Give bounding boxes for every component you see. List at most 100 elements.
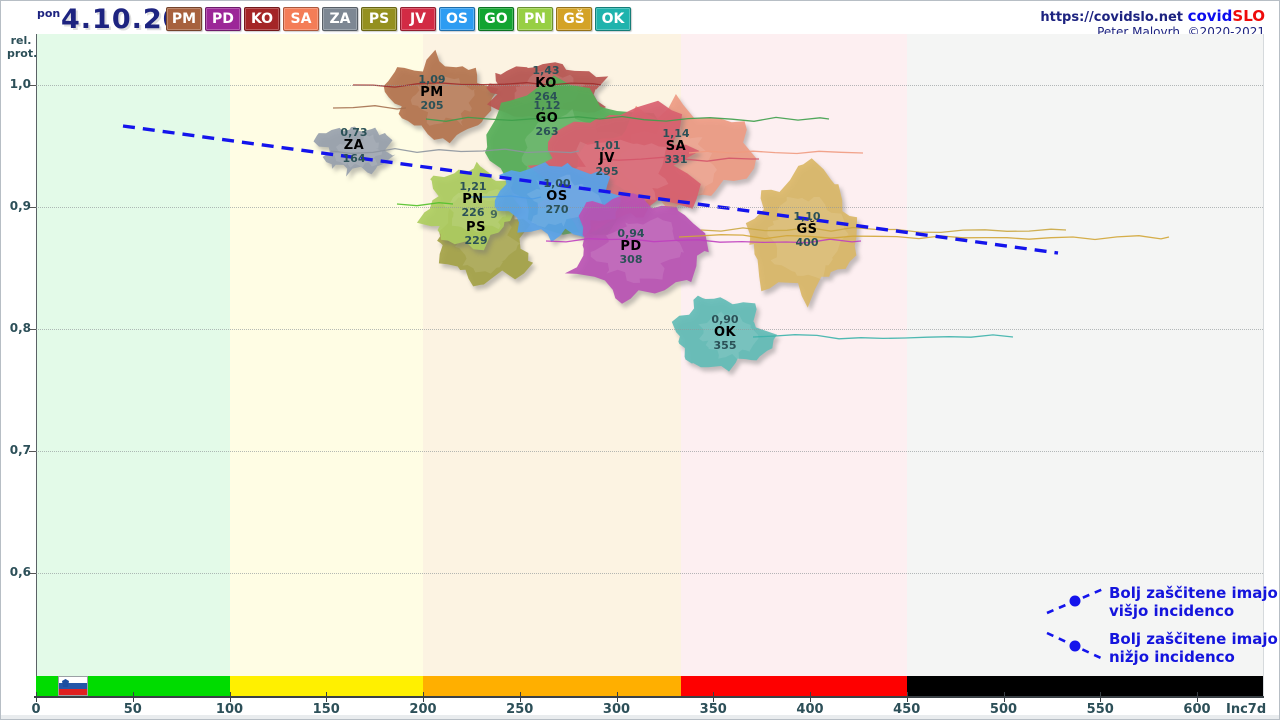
x-axis-title: Inc7d <box>1226 702 1267 717</box>
x-tick-label: 450 <box>893 702 921 717</box>
region-label-PN[interactable]: 1,21 PN 226 <box>438 180 508 219</box>
region-code: PD <box>620 239 642 254</box>
region-incidence: 226 <box>461 206 485 219</box>
region-label-GŠ[interactable]: 1,10 GŠ 400 <box>772 210 842 249</box>
x-tick-mark <box>1100 692 1102 702</box>
gridline-1,0 <box>36 85 1263 86</box>
x-tick-mark <box>229 692 231 702</box>
flag-coat-of-arms <box>62 679 69 687</box>
plot-right-edge <box>1263 34 1264 696</box>
history-trail-KO <box>352 82 602 88</box>
region-code: ZA <box>343 138 365 153</box>
bottom-strip <box>1 715 1279 719</box>
region-ratio-value: 1,00 <box>543 177 571 190</box>
region-code: KO <box>535 76 557 91</box>
region-chip-JV[interactable]: JV <box>400 7 436 31</box>
region-code: OS <box>546 189 568 204</box>
legend-line1: Bolj zaščitene imajo <box>1109 630 1278 648</box>
history-trail-ZA <box>330 147 580 155</box>
x-tick-mark <box>1197 692 1198 702</box>
region-shape-PM[interactable] <box>383 49 499 144</box>
history-trail-OS <box>469 195 542 200</box>
x-tick-label: 500 <box>989 702 1018 717</box>
region-shape-PD[interactable] <box>564 193 709 304</box>
region-incidence: 295 <box>595 165 619 178</box>
slovenia-flag-icon <box>58 676 88 696</box>
region-incidence: 400 <box>795 236 819 249</box>
region-label-PM[interactable]: 1,09 PM 205 <box>397 73 467 112</box>
y-axis-title-line: prot. <box>7 47 38 60</box>
history-trail-PN <box>396 202 454 207</box>
x-tick-label: 100 <box>215 702 244 717</box>
region-chip-PD[interactable]: PD <box>205 7 241 31</box>
y-axis-title-line: rel. <box>10 34 32 47</box>
x-tick-label: 300 <box>602 702 631 717</box>
x-tick-mark <box>132 692 134 702</box>
legend-line2: višjo incidenco <box>1109 602 1235 620</box>
y-tick-label: 1,0 <box>9 77 31 91</box>
x-tick-label: 250 <box>506 702 534 717</box>
region-chip-SA[interactable]: SA <box>283 7 319 31</box>
region-label-OS[interactable]: 1,00 OS 270 <box>522 177 592 216</box>
x-tick-label: 400 <box>796 702 824 717</box>
history-trail-PM <box>332 105 407 110</box>
region-code: PM <box>420 85 444 100</box>
site-url-line[interactable]: https://covidslo.net covidSLO <box>1040 7 1265 25</box>
history-trail-PD <box>545 238 862 244</box>
region-code: OK <box>713 325 737 340</box>
gridline-0,9 <box>36 207 1263 208</box>
region-chip-KO[interactable]: KO <box>244 7 280 31</box>
region-ratio-value: 1,21 <box>459 180 487 193</box>
region-ratio-value: 9 <box>490 208 498 221</box>
region-chip-GO[interactable]: GO <box>478 7 514 31</box>
flag-stripe-red <box>59 689 87 695</box>
region-chip-ZA[interactable]: ZA <box>322 7 358 31</box>
y-tick-mark <box>29 207 36 208</box>
x-tick-mark <box>519 692 521 702</box>
y-axis-title: rel. prot. <box>7 34 38 60</box>
region-chip-GŠ[interactable]: GŠ <box>556 7 592 31</box>
region-ratio-value: 0,94 <box>617 227 645 240</box>
region-label-PD[interactable]: 0,94 PD 308 <box>596 227 666 266</box>
region-chip-PS[interactable]: PS <box>361 7 397 31</box>
color-bar-segment-4 <box>907 676 1263 696</box>
region-incidence: 331 <box>664 153 688 166</box>
region-chip-OS[interactable]: OS <box>439 7 475 31</box>
region-label-OK[interactable]: 0,90 OK 355 <box>690 313 760 352</box>
gridline-0,7 <box>36 451 1263 452</box>
region-label-ZA[interactable]: 0,73 ZA 164 <box>319 126 389 165</box>
y-axis-line <box>36 34 37 696</box>
region-chip-OK[interactable]: OK <box>595 7 631 31</box>
region-shape-PN[interactable] <box>416 161 522 251</box>
region-incidence: 264 <box>534 90 558 103</box>
site-url[interactable]: https://covidslo.net <box>1040 10 1184 25</box>
history-trail-GŠ <box>678 234 1170 241</box>
color-bar-segment-2 <box>423 676 681 696</box>
x-tick-label: 350 <box>699 702 727 717</box>
region-label-KO[interactable]: 1,43 KO 264 <box>511 64 581 103</box>
region-label-SA[interactable]: 1,14 SA 331 <box>641 127 711 166</box>
region-label-PS[interactable]: 9 PS 229 <box>441 208 511 247</box>
region-code: PN <box>462 192 484 207</box>
region-incidence: 229 <box>464 234 488 247</box>
region-code: GO <box>535 111 559 126</box>
y-tick-mark <box>29 329 36 330</box>
x-tick-label: 150 <box>312 702 340 717</box>
x-tick-label: 200 <box>409 702 437 717</box>
legend-text-up: Bolj zaščitene imajo višjo incidenco <box>1109 584 1278 620</box>
history-trail-GO <box>425 115 830 122</box>
gridline-0,6 <box>36 573 1263 574</box>
x-tick-mark <box>616 692 618 702</box>
region-chip-PM[interactable]: PM <box>166 7 202 31</box>
region-ratio-value: 1,09 <box>418 73 446 86</box>
region-incidence: 263 <box>535 125 559 138</box>
x-tick-label: 550 <box>1086 702 1114 717</box>
y-tick-mark <box>29 451 36 452</box>
brand-slo: SLO <box>1232 7 1265 25</box>
region-label-GO[interactable]: 1,12 GO 263 <box>512 99 582 138</box>
region-chip-PN[interactable]: PN <box>517 7 553 31</box>
region-label-JV[interactable]: 1,01 JV 295 <box>572 139 642 178</box>
region-shape-OK[interactable] <box>671 295 778 372</box>
legend-line2: nižjo incidenco <box>1109 648 1235 666</box>
